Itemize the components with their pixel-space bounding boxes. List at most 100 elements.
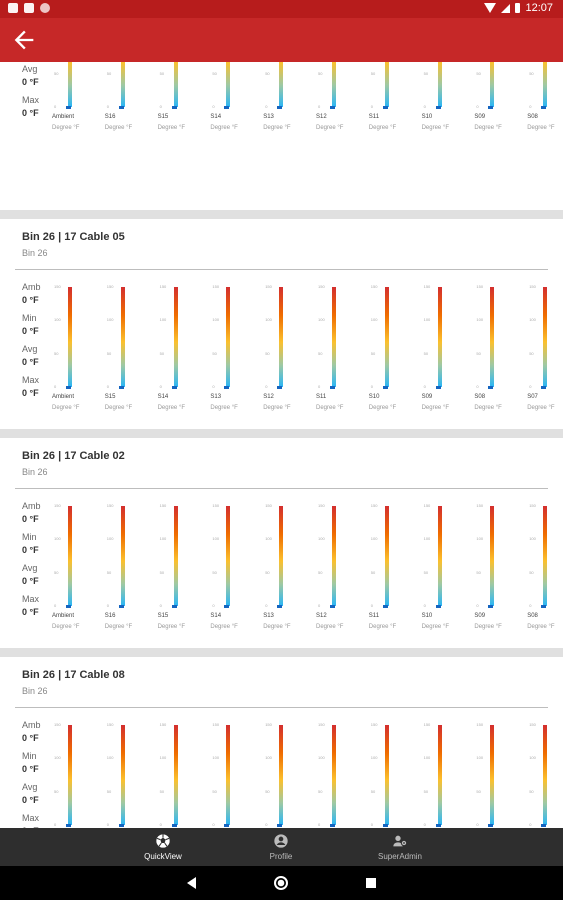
unit-label: Degree °F (210, 125, 238, 131)
scale-tick: 50 (318, 788, 323, 794)
sensor-column[interactable]: 150 100 50 0 (422, 720, 472, 828)
scale-tick: 0 (54, 822, 57, 827)
nav-label-profile: Profile (269, 852, 293, 861)
sensor-column[interactable]: 150 100 50 0 (369, 720, 419, 828)
scale-tick: 150 (370, 284, 378, 289)
sensor-column[interactable]: 150 100 50 0 (158, 720, 208, 828)
scale-tick: 100 (106, 536, 114, 542)
unit-label: Degree °F (474, 125, 502, 131)
scale-tick: 150 (159, 284, 167, 289)
bar-baseline-marker (382, 386, 388, 389)
sensor-column[interactable]: 150 100 50 0 (263, 720, 313, 828)
scale-tick: 0 (318, 822, 321, 827)
sensor-column[interactable]: 150 100 50 0 (210, 720, 260, 828)
back-triangle-icon[interactable] (183, 874, 201, 892)
sensor-column[interactable]: 150 100 50 0 (316, 720, 366, 828)
home-circle-icon[interactable] (272, 874, 290, 892)
bar-baseline-marker (541, 605, 547, 608)
sensor-name: S12 (316, 114, 327, 120)
cable-card[interactable]: Bin 26 | 17 Cable 02 Bin 26 Amb 0 °F Min 0 °F… (0, 438, 563, 648)
sensor-column[interactable]: 150 100 50 0 (105, 720, 155, 828)
card-divider (15, 269, 548, 270)
scale-tick: 50 (476, 350, 481, 356)
sensor-column[interactable]: 150 100 50 0 S07 Degree °F (527, 282, 563, 422)
scale-tick: 100 (423, 536, 431, 542)
nav-label-quickview: QuickView (144, 852, 182, 861)
card-subtitle: Bin 26 (22, 467, 48, 477)
scale-tick: 50 (265, 788, 270, 794)
sensor-name: S16 (104, 613, 116, 619)
scale-tick: 0 (423, 384, 426, 389)
scale-tick: 150 (476, 722, 484, 727)
temperature-bar (68, 287, 72, 387)
unit-label: Degree °F (368, 125, 397, 131)
recents-square-icon[interactable] (362, 874, 380, 892)
sensor-column[interactable]: 150 100 50 0 (527, 720, 563, 828)
sd-card-icon (24, 3, 34, 13)
scale-tick: 150 (370, 722, 378, 727)
nav-quickview[interactable]: QuickView (103, 828, 223, 866)
cable-list[interactable]: Amb 0 °F Min 0 °F Avg 0 °F Max 0 °F 150 100 50 0 Amb… (0, 62, 563, 828)
sensor-name: Ambient (52, 114, 75, 120)
scale-tick: 0 (370, 603, 374, 608)
bar-baseline-marker (382, 605, 388, 608)
stat-value-max: 0 °F (22, 826, 39, 828)
temperature-bar (437, 287, 442, 387)
scale-tick: 0 (370, 822, 374, 827)
clock: 12:07 (525, 2, 553, 14)
scale-tick: 100 (529, 755, 536, 761)
scale-tick: 150 (370, 503, 378, 508)
temperature-bar (384, 287, 389, 387)
scale-tick: 100 (476, 536, 484, 542)
nav-superadmin[interactable]: SuperAdmin (340, 828, 460, 866)
stat-value-amb: 0 °F (22, 514, 39, 524)
bar-baseline-marker (330, 824, 335, 827)
sensor-column[interactable]: 150 100 50 0 (52, 720, 102, 828)
nav-label-superadmin: SuperAdmin (377, 852, 423, 861)
scale-tick: 50 (529, 70, 534, 76)
sensor-name: S16 (104, 114, 116, 120)
scale-tick: 100 (54, 536, 61, 542)
scale-tick: 50 (265, 350, 270, 356)
back-button[interactable] (10, 26, 38, 54)
unit-label: Degree °F (316, 405, 344, 411)
cable-card[interactable]: Bin 26 | 17 Cable 05 Bin 26 Amb 0 °F Min 0 °F… (0, 219, 563, 429)
cable-card[interactable]: Bin 26 | 17 Cable 08 Bin 26 Amb 0 °F Min 0 °F… (0, 657, 563, 828)
unit-label: Degree °F (52, 125, 80, 131)
sensor-column[interactable]: 150 100 50 0 (474, 720, 524, 828)
nav-profile[interactable]: Profile (221, 828, 341, 866)
scale-tick: 50 (423, 70, 429, 76)
unit-label: Degree °F (474, 624, 502, 630)
unit-label: Degree °F (316, 624, 344, 630)
